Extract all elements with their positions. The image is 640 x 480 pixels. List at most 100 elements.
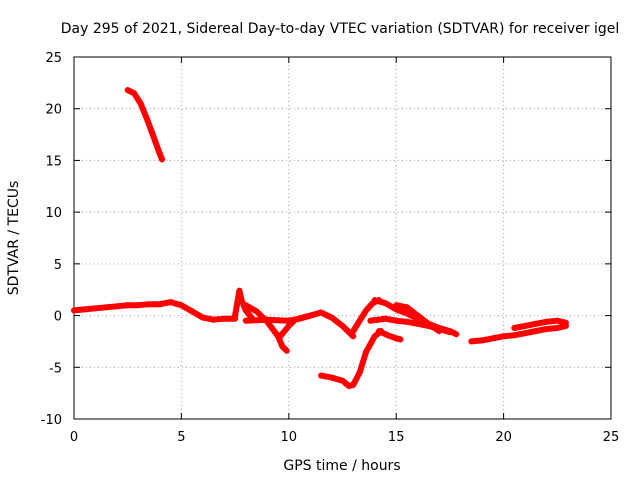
data-point	[238, 297, 245, 304]
x-tick-label: 25	[603, 430, 620, 445]
series-line	[242, 302, 290, 354]
data-point	[146, 301, 153, 308]
data-point	[345, 382, 352, 389]
series-segment	[277, 313, 309, 340]
data-point	[403, 304, 410, 311]
data-point	[71, 307, 77, 314]
y-tick-label: 15	[45, 154, 62, 169]
data-point	[339, 322, 346, 329]
data-point	[318, 372, 325, 379]
data-point	[137, 100, 144, 107]
data-point	[124, 87, 131, 94]
series-line	[350, 297, 382, 335]
data-point	[543, 318, 550, 325]
data-point	[425, 320, 432, 327]
data-point	[554, 317, 561, 324]
data-point	[210, 316, 217, 323]
data-point	[363, 307, 370, 314]
data-point	[371, 297, 378, 304]
data-point	[376, 328, 383, 335]
series-line	[124, 87, 166, 163]
series-segment	[511, 317, 569, 331]
data-point	[393, 335, 400, 342]
y-tick-label: 5	[54, 258, 62, 273]
data-point	[292, 316, 299, 323]
data-point	[403, 310, 410, 317]
data-point	[92, 305, 99, 312]
data-point	[350, 333, 357, 340]
data-point	[468, 338, 475, 345]
x-tick-label: 0	[70, 430, 78, 445]
data-point	[414, 312, 421, 319]
data-point	[283, 347, 290, 354]
y-axis-label: SDTVAR / TECUs	[6, 181, 22, 296]
data-point	[382, 300, 389, 307]
y-tick-label: 10	[45, 206, 62, 221]
y-tick-label: -10	[41, 413, 62, 428]
data-point	[511, 324, 518, 331]
data-point	[103, 304, 110, 311]
data-point	[393, 302, 400, 309]
data-point	[436, 328, 443, 335]
x-tick-label: 10	[281, 430, 298, 445]
data-point	[242, 317, 249, 324]
data-point	[562, 319, 569, 326]
series-segment	[71, 299, 239, 323]
series-segment	[468, 322, 569, 345]
data-point	[414, 320, 421, 327]
data-point	[264, 316, 271, 323]
data-point	[124, 302, 131, 309]
data-point	[356, 369, 363, 376]
data-point	[397, 336, 404, 343]
data-point	[281, 328, 288, 335]
data-point	[189, 308, 196, 315]
y-tick-label: 0	[54, 310, 62, 325]
data-point	[356, 317, 363, 324]
data-point	[393, 317, 400, 324]
series-segment	[376, 328, 404, 343]
data-point	[489, 335, 496, 342]
data-point	[131, 90, 138, 97]
data-point	[479, 337, 486, 344]
data-point	[446, 329, 453, 336]
data-point	[178, 302, 185, 309]
data-point	[150, 133, 157, 140]
data-point	[543, 326, 550, 333]
y-tick-label: -5	[49, 361, 62, 376]
data-point	[234, 300, 241, 307]
data-point	[302, 313, 309, 320]
data-point	[242, 302, 249, 309]
x-tick-label: 15	[388, 430, 405, 445]
data-point	[253, 308, 260, 315]
data-point	[328, 314, 335, 321]
y-tick-label: 25	[45, 51, 62, 66]
data-point	[156, 301, 163, 308]
x-axis-label: GPS time / hours	[283, 458, 400, 474]
series-line	[71, 299, 239, 323]
x-tick-label: 5	[177, 430, 185, 445]
data-point	[167, 299, 174, 306]
data-point	[156, 151, 163, 158]
chart-title: Day 295 of 2021, Sidereal Day-to-day VTE…	[61, 21, 620, 37]
x-tick-label: 20	[495, 430, 512, 445]
data-point	[554, 324, 561, 331]
data-point	[522, 330, 529, 337]
data-point	[159, 156, 166, 163]
grid	[74, 57, 611, 419]
data-points	[71, 87, 569, 389]
series-segment	[393, 302, 443, 335]
data-point	[144, 116, 151, 123]
data-point	[371, 333, 378, 340]
data-point	[279, 343, 286, 350]
y-tick-label: 20	[45, 103, 62, 118]
data-point	[221, 315, 228, 322]
data-point	[81, 306, 88, 313]
axis-ticks: 0 5 10 15 20 25 -10 -5 0 5 10 15 20 25	[41, 51, 620, 445]
data-point	[532, 328, 539, 335]
series-line	[468, 322, 569, 345]
series-segment	[124, 87, 166, 163]
data-point	[522, 322, 529, 329]
data-point	[453, 331, 460, 338]
data-point	[285, 322, 292, 329]
